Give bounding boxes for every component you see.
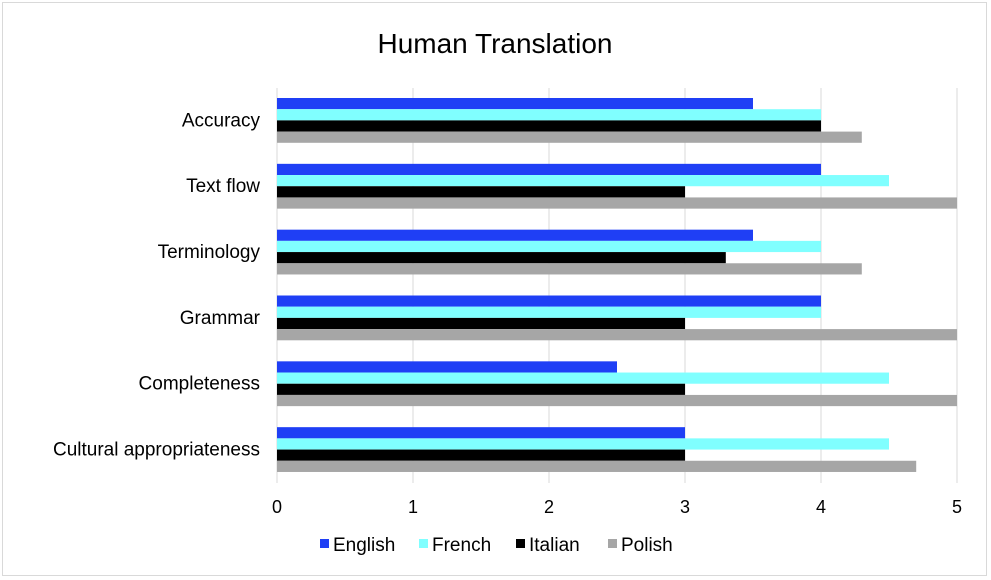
gridlines (276, 88, 958, 483)
bar-english-cultural-appropriateness (277, 427, 685, 439)
x-tick-label: 4 (816, 497, 826, 517)
category-label: Accuracy (182, 110, 261, 131)
category-label: Grammar (180, 308, 261, 329)
legend-label-french: French (432, 535, 491, 556)
bar-english-grammar (277, 295, 821, 307)
bar-french-cultural-appropriateness (277, 438, 889, 450)
x-tick-label: 3 (680, 497, 690, 517)
legend: English French Italian Polish (320, 535, 673, 556)
category-labels: Accuracy Text flow Terminology Grammar Compl… (53, 110, 261, 460)
legend-label-english: English (333, 535, 395, 556)
x-axis-tick-labels: 0 1 2 3 4 5 (272, 497, 962, 517)
legend-swatch-polish (608, 539, 617, 548)
bar-italian-cultural-appropriateness (277, 449, 685, 461)
legend-swatch-french (419, 539, 428, 548)
bar-polish-accuracy (277, 131, 862, 143)
bar-english-text-flow (277, 163, 821, 176)
bar-french-completeness (277, 372, 889, 384)
bar-italian-grammar (277, 317, 685, 330)
bar-french-grammar (277, 306, 821, 318)
bar-italian-terminology (277, 252, 726, 264)
category-label: Text flow (186, 176, 260, 197)
bar-french-text-flow (277, 175, 889, 187)
bar-italian-accuracy (277, 120, 821, 132)
category-label: Terminology (158, 242, 261, 263)
x-tick-label: 1 (408, 497, 418, 517)
bar-english-accuracy (277, 98, 753, 110)
x-tick-label: 5 (952, 497, 962, 517)
bar-english-terminology (277, 229, 753, 241)
legend-swatch-english (320, 539, 329, 548)
bar-polish-grammar (277, 329, 957, 341)
chart-title: Human Translation (377, 28, 612, 59)
bar-english-completeness (277, 361, 617, 373)
bar-french-accuracy (277, 109, 821, 121)
legend-label-polish: Polish (621, 535, 673, 556)
x-tick-label: 0 (272, 497, 282, 517)
bars (277, 98, 957, 472)
bar-polish-cultural-appropriateness (277, 460, 917, 472)
bar-italian-text-flow (277, 186, 685, 198)
category-label: Cultural appropriateness (53, 440, 260, 461)
bar-french-terminology (277, 240, 821, 253)
legend-swatch-italian (516, 539, 525, 548)
bar-polish-terminology (277, 263, 862, 275)
bar-polish-completeness (277, 394, 957, 407)
bar-polish-text-flow (277, 197, 957, 209)
category-label: Completeness (139, 374, 260, 395)
legend-label-italian: Italian (529, 535, 580, 556)
x-tick-label: 2 (544, 497, 554, 517)
bar-italian-completeness (277, 383, 685, 395)
